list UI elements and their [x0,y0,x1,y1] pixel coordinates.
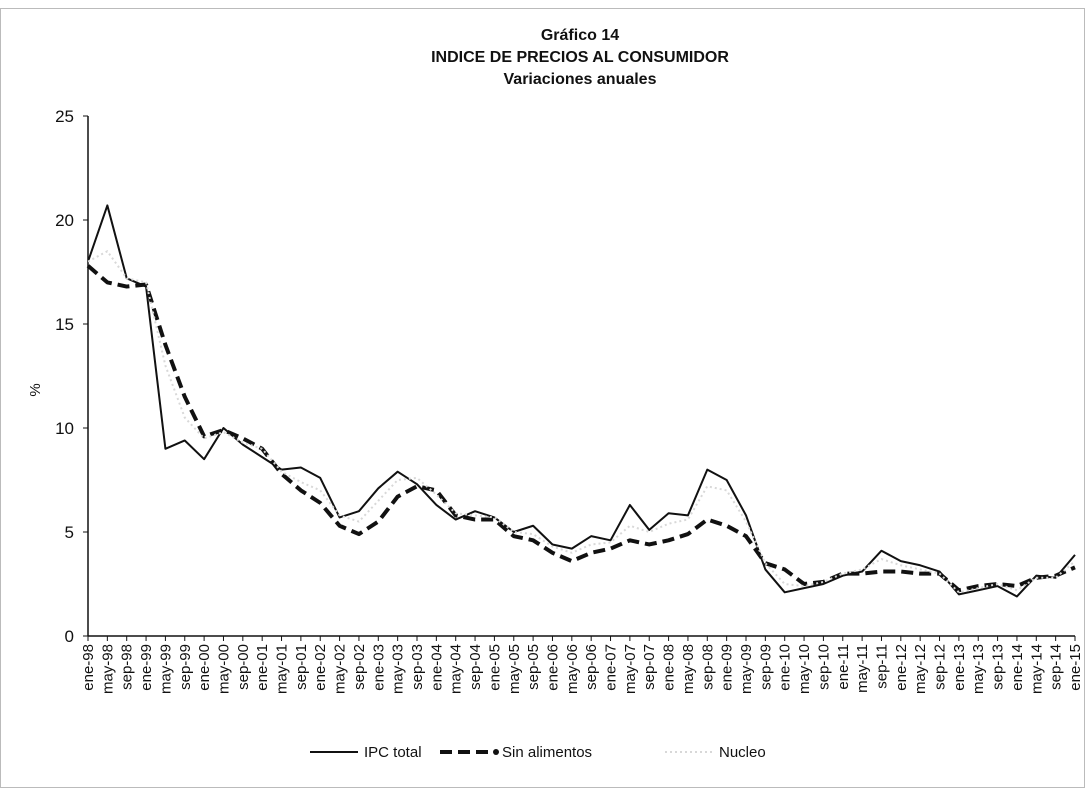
x-tick-label: ene-12 [893,644,910,691]
chart-subtitle: Variaciones anuales [504,71,657,88]
legend-label: Sin alimentos [502,744,592,761]
x-tick-label: may-06 [564,644,581,694]
x-tick-label: may-98 [99,644,116,694]
legend-marker [493,749,499,755]
series-line [87,204,1076,598]
x-tick-label: may-10 [796,644,813,694]
x-tick-label: sep-11 [873,644,890,689]
y-tick-label: 25 [55,107,74,126]
x-tick-label: ene-99 [138,644,155,691]
x-tick-label: may-02 [332,644,349,694]
x-tick-label: may-05 [506,644,523,694]
y-tick-label: 15 [55,315,74,334]
x-tick-label: may-01 [274,644,291,694]
x-tick-label: sep-07 [641,644,658,690]
x-tick-label: ene-15 [1067,644,1084,691]
y-tick-label: 20 [55,211,74,230]
x-tick-label: sep-06 [583,644,600,690]
x-tick-label: ene-00 [196,644,213,691]
x-tick-label: ene-13 [951,644,968,691]
x-tick-label: ene-08 [661,644,678,691]
y-tick-label: 0 [65,627,74,646]
x-tick-label: sep-00 [235,644,252,690]
x-tick-label: may-07 [622,644,639,694]
x-tick-label: may-12 [912,644,929,694]
chart-subtitle: INDICE DE PRECIOS AL CONSUMIDOR [431,49,729,66]
chart-title: Gráfico 14 [541,27,619,44]
legend-label: IPC total [364,744,422,761]
x-tick-label: ene-02 [312,644,329,691]
x-tick-label: sep-08 [699,644,716,690]
x-tick-label: sep-13 [990,644,1007,690]
x-tick-label: ene-06 [544,644,561,691]
series-line [86,264,1076,593]
x-tick-label: may-13 [970,644,987,694]
x-tick-label: sep-99 [177,644,194,690]
x-tick-label: may-14 [1028,644,1045,694]
x-tick-label: sep-02 [351,644,368,690]
x-tick-label: ene-11 [835,644,852,690]
x-tick-label: sep-10 [815,644,832,690]
x-tick-label: ene-03 [370,644,387,691]
x-tick-label: may-03 [390,644,407,694]
x-tick-label: may-04 [448,644,465,694]
x-tick-label: sep-05 [525,644,542,690]
x-tick-label: ene-98 [80,644,97,691]
y-tick-label: 10 [55,419,74,438]
x-tick-label: sep-03 [409,644,426,690]
series-line [87,250,1076,594]
y-axis-label: % [27,383,44,396]
legend-label: Nucleo [719,744,766,761]
x-tick-label: sep-12 [932,644,949,690]
x-tick-label: ene-01 [254,644,271,691]
x-tick-label: ene-09 [719,644,736,691]
x-tick-label: may-00 [215,644,232,694]
x-tick-label: sep-09 [757,644,774,690]
x-tick-label: ene-14 [1009,644,1026,691]
x-tick-label: may-11 [854,644,871,693]
x-tick-label: sep-04 [467,644,484,690]
y-tick-label: 5 [65,523,74,542]
x-tick-label: ene-10 [777,644,794,691]
x-tick-label: sep-14 [1048,644,1065,690]
x-tick-label: ene-07 [603,644,620,691]
x-tick-label: sep-01 [293,644,310,690]
x-tick-label: may-09 [738,644,755,694]
x-tick-label: may-08 [680,644,697,694]
x-tick-label: ene-05 [486,644,503,691]
x-tick-label: may-99 [157,644,174,694]
x-tick-label: ene-04 [428,644,445,691]
x-tick-label: sep-98 [119,644,136,690]
